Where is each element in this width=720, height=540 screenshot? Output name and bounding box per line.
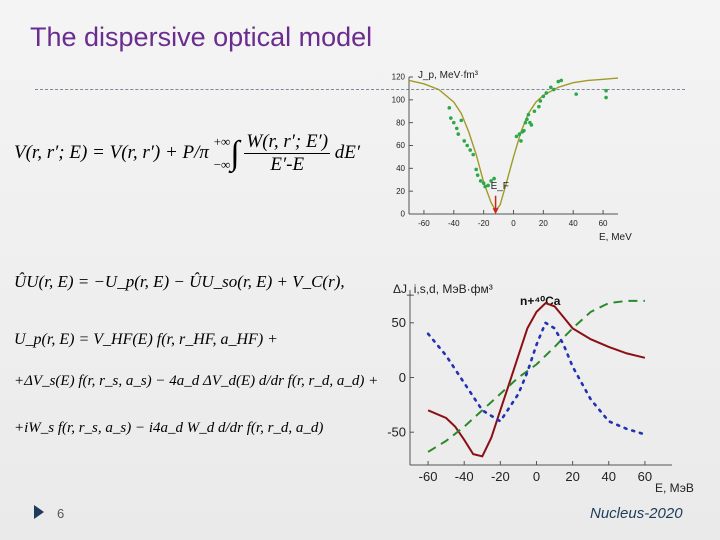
data-point [537,104,541,109]
y-tick-label: 80 [396,118,405,127]
series-line-fit [408,77,619,212]
y-axis-label: ΔJ_i,s,d, МэВ·фм³ [393,282,493,296]
series-line-Jd [427,299,645,453]
dispersion-fraction: W(r, r′; E′) E′-E [244,131,331,176]
page-number: 6 [57,506,65,521]
data-point [604,88,608,93]
y-tick-label: 100 [392,96,406,105]
data-point [556,79,561,84]
x-tick-label: -20 [478,219,490,228]
page-marker-icon [34,505,44,519]
x-tick-label: 40 [569,219,578,228]
data-point [454,126,459,131]
x-tick-label: -20 [491,469,510,484]
title-divider [35,89,685,90]
data-point [514,134,519,139]
data-point [465,143,470,148]
x-tick-label: 0 [533,469,540,484]
data-point [486,183,490,188]
data-point [483,184,487,189]
data-point [559,78,564,83]
y-tick-label: 50 [392,315,406,330]
fermi-arrow-head [492,208,499,214]
dispersion-equation: V(r, r′; E) = V(r, r′) + P/π +∞ −∞ ∫ W(r… [14,131,360,176]
x-tick-label: -60 [418,219,430,228]
data-point [538,99,543,103]
integral-sign: ∫ [230,134,240,172]
x-tick-label: 0 [511,219,516,228]
integral-upper: +∞ [213,134,231,150]
fraction-numerator: W(r, r′; E′) [244,131,331,154]
y-tick-label: 60 [396,141,405,150]
data-point [474,167,478,172]
data-point [471,152,475,157]
footer-brand: Nucleus-2020 [590,505,683,522]
chart-jp-vs-energy: -60 -40 -20 0 20 40 60 0 20 40 60 80 100 120 E, MeV J_p… [392,70,632,243]
y-tick-label: 0 [401,210,406,219]
x-tick-label: -60 [419,469,438,484]
integral-limits: +∞ −∞ [214,131,231,175]
data-point [541,94,546,99]
data-point [462,139,467,143]
x-axis-label: E, MeV [599,232,632,243]
data-point [475,173,480,177]
y-tick-label: 120 [392,73,406,82]
series-line-Js [427,301,646,458]
data-point [517,132,522,136]
data-point [523,120,528,125]
data-point [492,176,496,181]
data-point [544,91,549,95]
data-point [604,95,608,100]
data-point [549,85,553,90]
series-line-Ji [426,320,647,436]
x-tick-label: 40 [602,469,616,484]
data-point [489,179,493,183]
chart-delta-j-vs-energy: -60 -40 -20 0 20 40 60 50 0 -50 E, МэВ ΔJ_i,s,d, Мэ… [387,282,694,495]
potential-line-2: +ΔV_s(E) f(r, r_s, a_s) − 4a_d ΔV_d(E) d… [14,373,379,389]
data-point [449,116,453,120]
fermi-annotation: E_F [491,181,509,192]
y-tick-label: 20 [396,187,405,196]
data-point [478,179,483,183]
data-point [574,92,578,96]
data-point [481,181,486,185]
data-point [525,117,529,122]
data-point [526,112,531,117]
data-point [532,109,537,114]
data-point [468,148,473,152]
y-tick-label: 40 [396,164,405,173]
slide-title: The dispersive optical model [30,22,373,52]
operator-equation: ÛU(r, E) = −U_p(r, E) − ÛU_so(r, E) + V_… [14,272,345,291]
data-point [451,120,456,125]
potential-line-1: U_p(r, E) = V_HF(E) f(r, r_HF, a_HF) + [14,331,278,348]
y-tick-label: -50 [387,425,406,440]
y-tick-label: 0 [399,370,406,385]
data-point [447,106,452,110]
potential-line-3: +iW_s f(r, r_s, a_s) − i4a_d W_d d/dr f(… [14,420,324,436]
fraction-denominator: E′-E [270,154,305,175]
data-point [529,123,534,127]
x-tick-label: 60 [638,469,652,484]
x-axis-label: E, МэВ [655,481,694,495]
x-tick-label: 60 [599,219,608,228]
y-axis-label: J_p, MeV·fm³ [418,70,479,81]
x-tick-label: 20 [539,219,548,228]
data-point [519,139,523,143]
data-point [459,118,464,123]
x-tick-label: -40 [448,219,460,228]
data-point [456,132,461,136]
data-point [552,87,556,92]
x-tick-label: 20 [565,469,579,484]
dispersion-lhs: V(r, r′; E) = V(r, r′) + P/π [14,141,209,163]
dispersion-tail: dE′ [334,141,361,163]
x-tick-label: -40 [455,469,474,484]
data-point [522,128,526,133]
integral-lower: −∞ [213,156,231,172]
